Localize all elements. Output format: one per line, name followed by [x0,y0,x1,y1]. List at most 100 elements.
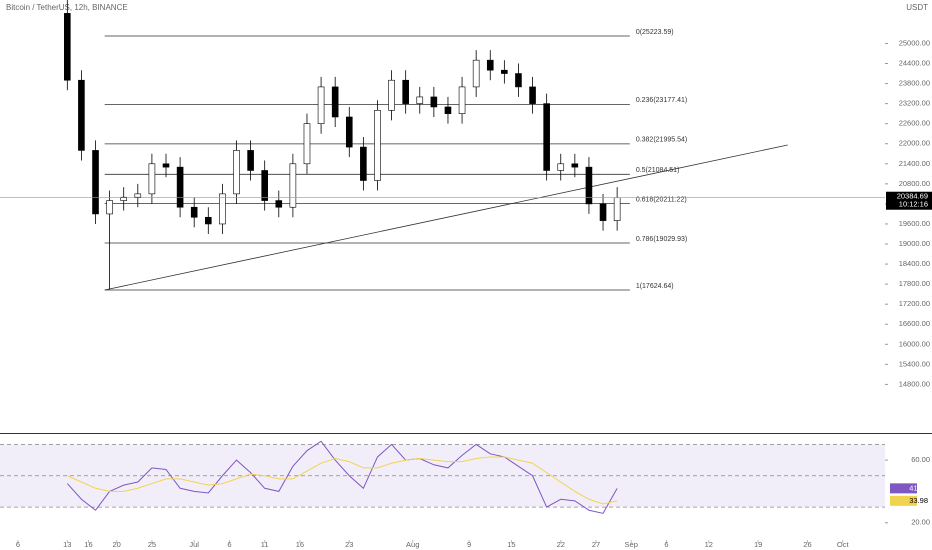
candle-body [247,150,254,171]
candle-body [501,69,508,74]
candle-body [585,166,593,205]
x-tick-label: 23 [345,540,353,549]
candle-body [374,110,381,181]
x-tick-label: 25 [148,540,156,549]
fib-label: 0.786(19029.93) [636,236,687,243]
candle-body [261,170,268,201]
y-tick-label: 19600.00 [899,219,930,228]
candle-body [120,196,128,201]
x-tick-label: 15 [507,540,515,549]
candle-body [219,193,226,225]
x-tick-label: 20 [112,540,120,549]
candle-body [78,79,85,151]
countdown: 10:12:16 [899,200,928,209]
x-tick-label: 6 [16,540,20,549]
y-tick-label: 23200.00 [899,99,930,108]
candle-body [472,59,480,88]
candle-body [345,116,353,148]
y-tick-label: 20.00 [911,518,930,527]
x-tick-label: 13 [63,540,71,549]
fib-label: 0.618(20211.22) [636,196,687,203]
last-price-box [886,191,932,210]
x-tick-label: Sep [625,540,638,549]
x-tick-label: Jul [189,540,199,549]
candle-body [204,216,212,225]
candle-body [92,150,99,215]
candle-body [148,163,156,195]
candle-body [613,197,621,221]
y-tick-label: 18400.00 [899,259,930,268]
y-tick-label: 60.00 [911,455,930,464]
y-tick-label: 17800.00 [899,279,930,288]
y-tick-label: 14800.00 [899,379,930,388]
x-tick-label: 16 [84,540,92,549]
fib-label: 0(25223.59) [636,29,674,36]
candle-body [557,163,565,171]
x-tick-label: 6 [664,540,668,549]
candle-body [571,163,579,168]
value-box [890,495,917,506]
x-tick-label: 19 [754,540,762,549]
candle-body [317,86,325,124]
candle-body [416,96,424,104]
candle-body [402,79,409,104]
candle-body [134,193,142,198]
x-tick-label: 27 [592,540,600,549]
y-tick-label: 22000.00 [899,139,930,148]
rsi-line [67,456,618,505]
candle-body [303,123,311,165]
x-tick-label: 22 [557,540,565,549]
y-tick-label: 19000.00 [899,239,930,248]
candle-body [106,200,113,215]
rsi-line [66,440,618,514]
y-tick-label: 24400.00 [899,58,930,67]
candle-body [515,73,522,88]
y-tick-label: 25000.00 [899,38,930,47]
x-tick-label: 12 [705,540,713,549]
x-tick-label: Oct [837,540,850,549]
candle-body [176,166,184,208]
candle-body [275,200,283,208]
candle-body [430,96,438,108]
y-tick-label: 23800.00 [899,79,930,88]
candle-body [64,13,71,81]
last-price-label: 20384.69 [897,192,928,201]
candle-body [599,203,607,221]
x-tick-label: Aug [406,540,419,549]
fib-label: 1(17624.64) [636,283,674,290]
candle-body [233,150,240,195]
y-tick-label: 16000.00 [899,339,930,348]
candle-body [486,59,494,71]
candle-body [458,86,466,114]
candle-body [360,146,367,181]
trendline [104,144,788,291]
value-box [890,483,917,494]
y-tick-label: 21400.00 [899,159,930,168]
chart-title: Bitcoin / TetherUS, 12h, BINANCE [6,3,128,12]
y-tick-label: 15400.00 [899,359,930,368]
candle-body [331,86,339,118]
x-tick-label: 11 [261,540,269,549]
candle-body [162,163,170,168]
candle-body [388,79,395,111]
value-label: 33.98 [909,496,928,505]
candle-body [190,206,198,218]
candle-body [289,163,297,208]
y-tick-label: 16600.00 [899,319,930,328]
candle-body [529,86,536,104]
fib-label: 0.5(21084.51) [636,167,680,174]
value-label: 41.95 [909,483,928,492]
y-tick-label: 22600.00 [899,119,930,128]
fib-label: 0.236(23177.41) [636,97,687,104]
x-tick-label: 9 [467,540,471,549]
y-tick-label: 20800.00 [899,179,930,188]
x-tick-label: 6 [227,540,231,549]
x-tick-label: 16 [296,540,304,549]
candle-body [543,103,550,171]
x-tick-label: 26 [803,540,811,549]
currency: USDT [906,3,928,12]
y-tick-label: 17200.00 [899,299,930,308]
candle-body [444,106,452,114]
fib-label: 0.382(21995.54) [636,137,687,144]
